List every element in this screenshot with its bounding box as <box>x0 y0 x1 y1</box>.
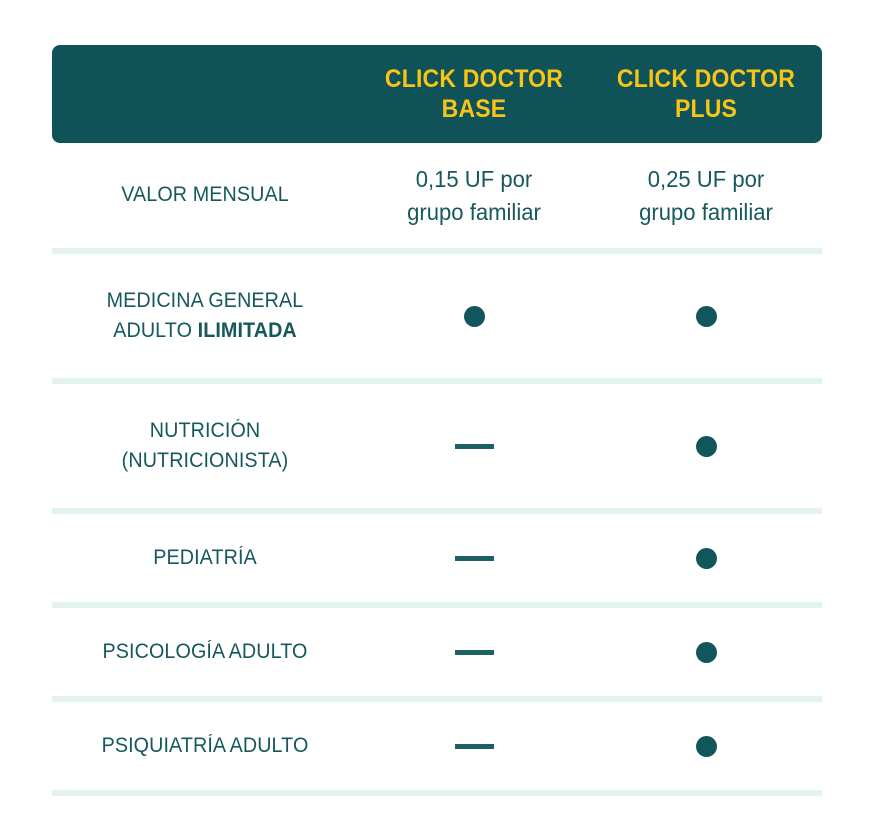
row-separator <box>52 508 822 514</box>
not-included-dash-icon <box>454 555 494 561</box>
row-label-emphasis: ILIMITADA <box>197 319 297 342</box>
row-label-line2: ADULTO <box>113 319 198 342</box>
row-label-valor-mensual: VALOR MENSUAL <box>121 183 289 207</box>
table-row-pediatria: PEDIATRÍA <box>52 514 822 602</box>
table-row-valor-mensual: VALOR MENSUAL 0,15 UF por grupo familiar… <box>52 143 822 248</box>
table-row-medicina-general: MEDICINA GENERAL ADULTO ILIMITADA <box>52 254 822 378</box>
table-row-nutricion: NUTRICIÓN (NUTRICIONISTA) <box>52 384 822 508</box>
cell-base-pediatria <box>358 555 590 561</box>
row-label-nutricion: NUTRICIÓN (NUTRICIONISTA) <box>61 416 349 477</box>
cell-plus-psiquiatria-adulto <box>590 735 822 757</box>
row-label-cell: NUTRICIÓN (NUTRICIONISTA) <box>52 416 358 477</box>
row-label-cell: PSIQUIATRÍA ADULTO <box>52 731 358 761</box>
included-dot-icon <box>695 305 717 327</box>
table-row-psicologia-adulto: PSICOLOGÍA ADULTO <box>52 608 822 696</box>
plan-base-title-line2: BASE <box>441 95 507 123</box>
row-separator <box>52 602 822 608</box>
included-dot-icon <box>695 547 717 569</box>
price-base: 0,15 UF por grupo familiar <box>363 163 586 228</box>
row-label-psicologia-adulto: PSICOLOGÍA ADULTO <box>102 639 308 663</box>
row-label-pediatria: PEDIATRÍA <box>153 545 257 569</box>
cell-base-psiquiatria-adulto <box>358 743 590 749</box>
cell-base-valor-mensual: 0,15 UF por grupo familiar <box>358 163 590 228</box>
plan-plus-title: CLICK DOCTOR PLUS <box>599 64 812 125</box>
cell-base-nutricion <box>358 443 590 449</box>
table-header-row: CLICK DOCTOR BASE CLICK DOCTOR PLUS <box>52 45 822 143</box>
plan-comparison-table: CLICK DOCTOR BASE CLICK DOCTOR PLUS VALO… <box>52 45 822 796</box>
cell-base-psicologia-adulto <box>358 649 590 655</box>
included-dot-icon <box>695 435 717 457</box>
header-cell-plan-base: CLICK DOCTOR BASE <box>358 64 590 125</box>
cell-base-medicina-general <box>358 305 590 327</box>
cell-plus-pediatria <box>590 547 822 569</box>
row-separator <box>52 790 822 796</box>
included-dot-icon <box>463 305 485 327</box>
row-label-line1: MEDICINA GENERAL <box>106 288 304 312</box>
cell-plus-medicina-general <box>590 305 822 327</box>
row-separator <box>52 696 822 702</box>
included-dot-icon <box>695 735 717 757</box>
row-label-cell: VALOR MENSUAL <box>52 180 358 210</box>
row-label-psiquiatria-adulto: PSIQUIATRÍA ADULTO <box>101 733 309 757</box>
row-label-line2: (NUTRICIONISTA) <box>121 449 289 472</box>
price-plus: 0,25 UF por grupo familiar <box>595 163 818 228</box>
row-label-cell: PEDIATRÍA <box>52 543 358 573</box>
price-plus-line2: grupo familiar <box>639 198 773 225</box>
header-cell-plan-plus: CLICK DOCTOR PLUS <box>590 64 822 125</box>
cell-plus-nutricion <box>590 435 822 457</box>
row-separator <box>52 378 822 384</box>
row-separator <box>52 248 822 254</box>
plan-base-title: CLICK DOCTOR BASE <box>367 64 580 125</box>
row-label-line1: NUTRICIÓN <box>149 418 261 442</box>
plan-plus-title-line2: PLUS <box>674 95 738 123</box>
cell-plus-psicologia-adulto <box>590 641 822 663</box>
not-included-dash-icon <box>454 443 494 449</box>
price-base-line1: 0,15 UF por <box>415 165 533 192</box>
row-label-cell: MEDICINA GENERAL ADULTO ILIMITADA <box>52 286 358 347</box>
included-dot-icon <box>695 641 717 663</box>
price-plus-line1: 0,25 UF por <box>647 165 765 192</box>
cell-plus-valor-mensual: 0,25 UF por grupo familiar <box>590 163 822 228</box>
plan-base-title-line1: CLICK DOCTOR <box>384 64 564 93</box>
price-base-line2: grupo familiar <box>407 198 541 225</box>
not-included-dash-icon <box>454 743 494 749</box>
table-row-psiquiatria-adulto: PSIQUIATRÍA ADULTO <box>52 702 822 790</box>
plan-plus-title-line1: CLICK DOCTOR <box>616 64 796 93</box>
row-label-medicina-general: MEDICINA GENERAL ADULTO ILIMITADA <box>61 286 349 347</box>
row-label-cell: PSICOLOGÍA ADULTO <box>52 637 358 667</box>
not-included-dash-icon <box>454 649 494 655</box>
